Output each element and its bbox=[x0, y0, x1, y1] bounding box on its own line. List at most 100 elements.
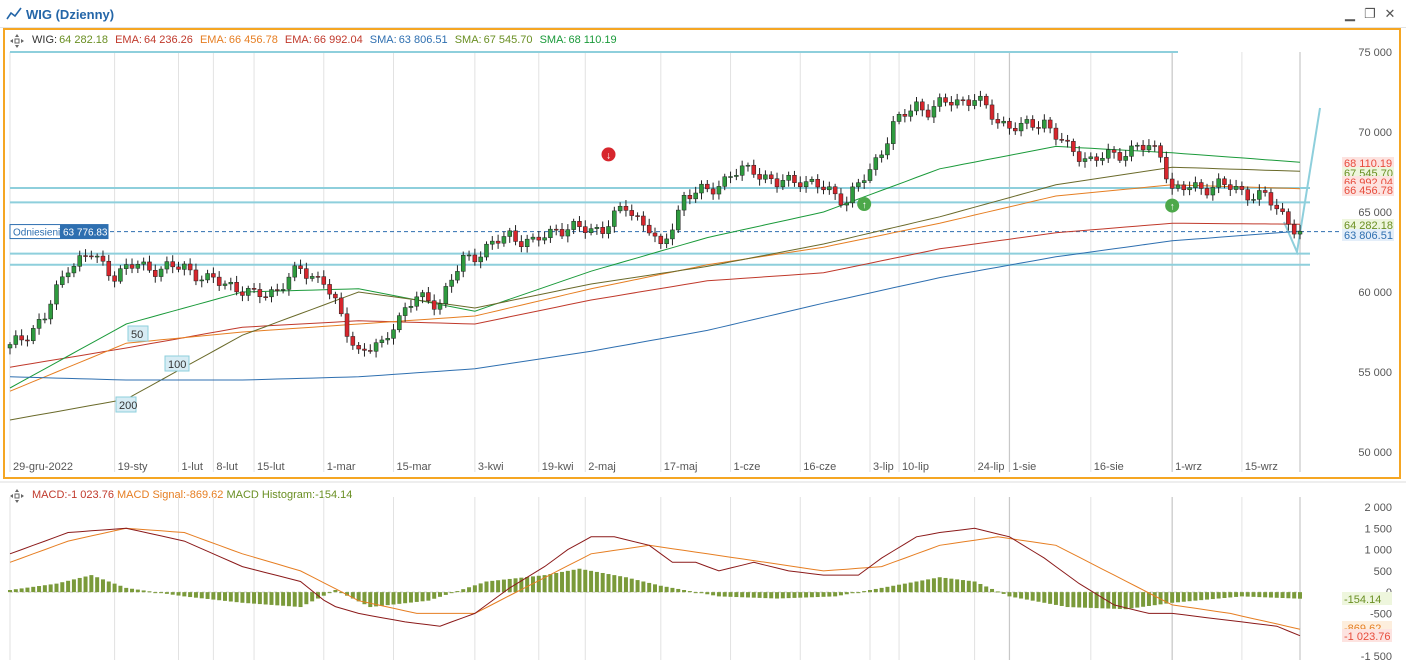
macd-histogram-bar bbox=[873, 588, 878, 593]
macd-histogram-bar bbox=[705, 592, 710, 595]
macd-histogram-bar bbox=[1141, 592, 1146, 607]
macd-histogram-bar bbox=[838, 592, 843, 596]
macd-histogram-bar bbox=[159, 592, 164, 594]
macd-histogram-bar bbox=[426, 592, 431, 601]
macd-histogram-bar bbox=[164, 592, 169, 594]
macd-histogram-bar bbox=[995, 591, 1000, 593]
macd-histogram-bar bbox=[786, 592, 791, 599]
macd-histogram-bar bbox=[745, 592, 750, 598]
y-tick-label: 1 000 bbox=[1364, 545, 1392, 557]
macd-histogram-bar bbox=[315, 592, 320, 599]
macd-histogram-bar bbox=[676, 588, 681, 593]
macd-histogram-bar bbox=[978, 583, 983, 593]
macd-histogram-bar bbox=[193, 592, 198, 598]
macd-histogram-bar bbox=[95, 577, 100, 593]
macd-histogram-bar bbox=[1292, 592, 1297, 599]
macd-histogram-bar bbox=[583, 569, 588, 593]
macd-histogram-bar bbox=[223, 592, 227, 601]
macd-histogram-bar bbox=[1100, 592, 1105, 609]
minimize-icon[interactable]: ▁ bbox=[1345, 6, 1355, 21]
macd-histogram-bar bbox=[1123, 592, 1128, 610]
macd-badge bbox=[1342, 592, 1392, 605]
macd-histogram-bar bbox=[467, 587, 472, 593]
macd-histogram-bar bbox=[693, 592, 698, 594]
macd-histogram-bar bbox=[1251, 592, 1256, 597]
macd-histogram-bar bbox=[1164, 592, 1169, 604]
macd-histogram-bar bbox=[141, 590, 146, 593]
macd-histogram-bar bbox=[403, 592, 408, 604]
macd-histogram-bar bbox=[536, 575, 541, 593]
macd-histogram-bar bbox=[147, 591, 152, 593]
macd-histogram-bar bbox=[734, 592, 739, 598]
macd-histogram-bar bbox=[914, 581, 919, 593]
price-panel-frame[interactable] bbox=[3, 28, 1401, 479]
macd-histogram-bar bbox=[920, 580, 925, 593]
macd-badge-text: -1 023.76 bbox=[1344, 631, 1390, 643]
macd-histogram-bar bbox=[1175, 592, 1180, 603]
macd-histogram-bar bbox=[815, 592, 820, 598]
macd-histogram-bar bbox=[71, 579, 76, 593]
macd-badge bbox=[1342, 621, 1392, 634]
legend-sma-1: SMA: 63 806.51 bbox=[369, 34, 448, 46]
y-tick-label: 500 bbox=[1374, 566, 1392, 578]
macd-histogram-bar bbox=[130, 588, 135, 593]
maximize-icon[interactable]: ❐ bbox=[1364, 6, 1376, 21]
y-tick-label: -500 bbox=[1370, 608, 1392, 620]
macd-histogram-bar bbox=[780, 592, 785, 599]
macd-histogram-bar bbox=[257, 592, 262, 605]
y-tick-label: 2 000 bbox=[1364, 502, 1392, 514]
macd-histogram-bar bbox=[124, 587, 129, 593]
macd-histogram-bar bbox=[60, 582, 65, 593]
move-icon[interactable] bbox=[9, 33, 25, 49]
macd-histogram-bar bbox=[54, 583, 59, 593]
macd-histogram-bar bbox=[385, 592, 390, 606]
macd-histogram-bar bbox=[519, 577, 524, 593]
macd-histogram-bar bbox=[618, 576, 623, 593]
legend-macd-signal: MACD Signal:-869.62 bbox=[117, 489, 224, 501]
macd-histogram-bar bbox=[1280, 592, 1285, 599]
macd-histogram-bar bbox=[176, 592, 181, 596]
macd-histogram-bar bbox=[339, 592, 344, 594]
macd-histogram-bar bbox=[1065, 592, 1070, 608]
macd-histogram-bar bbox=[263, 592, 268, 605]
legend-macd: MACD:-1 023.76 bbox=[32, 489, 114, 501]
macd-histogram-bar bbox=[1228, 592, 1233, 598]
legend-ema-3: EMA: 66 992.04 bbox=[284, 34, 363, 46]
macd-histogram-bar bbox=[594, 571, 599, 593]
macd-histogram-bar bbox=[1205, 592, 1210, 600]
macd-histogram-bar bbox=[600, 572, 605, 593]
macd-histogram-bar bbox=[368, 592, 373, 608]
macd-histogram-bar bbox=[757, 592, 762, 598]
macd-histogram-bar bbox=[455, 591, 460, 593]
macd-histogram-bar bbox=[949, 578, 954, 593]
macd-histogram-bar bbox=[240, 592, 245, 603]
macd-histogram-bar bbox=[606, 574, 611, 593]
macd-histogram-bar bbox=[205, 592, 210, 599]
macd-histogram-bar bbox=[589, 570, 594, 593]
macd-histogram-bar bbox=[1106, 592, 1111, 609]
window-title: WIG (Dzienny) bbox=[26, 7, 115, 22]
macd-histogram-bar bbox=[891, 585, 896, 593]
close-icon[interactable]: ✕ bbox=[1384, 6, 1396, 21]
macd-histogram-bar bbox=[246, 592, 251, 604]
legend-macd-histogram: MACD Histogram:-154.14 bbox=[226, 489, 353, 501]
legend-sma-2: SMA: 67 545.70 bbox=[454, 34, 533, 46]
macd-histogram-bar bbox=[170, 592, 175, 595]
macd-histogram-bar bbox=[862, 591, 867, 593]
macd-histogram-bar bbox=[310, 592, 315, 602]
macd-histogram-bar bbox=[647, 582, 652, 593]
macd-histogram-bar bbox=[1187, 592, 1192, 602]
macd-histogram-bar bbox=[118, 585, 123, 593]
macd-histogram-bar bbox=[13, 589, 18, 593]
macd-histogram-bar bbox=[1170, 592, 1175, 603]
move-icon[interactable] bbox=[9, 488, 25, 504]
macd-histogram-bar bbox=[571, 569, 576, 593]
macd-histogram-bar bbox=[827, 592, 832, 597]
macd-histogram-bar bbox=[31, 586, 36, 593]
macd-histogram-bar bbox=[955, 579, 960, 593]
macd-histogram-bar bbox=[687, 591, 692, 593]
macd-histogram-bar bbox=[182, 592, 187, 597]
macd-histogram-bar bbox=[379, 592, 384, 606]
macd-histogram-bar bbox=[397, 592, 402, 604]
macd-histogram-bar bbox=[199, 592, 204, 599]
